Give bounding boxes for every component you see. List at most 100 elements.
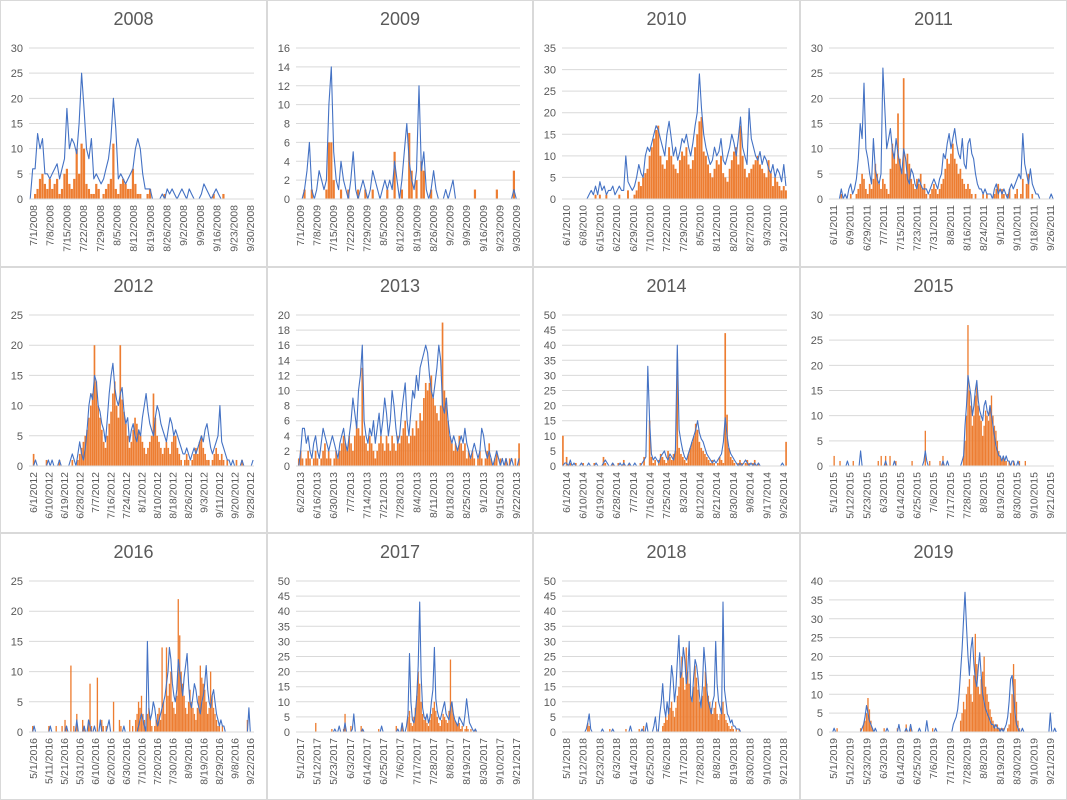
bar <box>479 450 481 466</box>
bar <box>684 689 686 732</box>
y-tick-label: 15 <box>11 370 23 382</box>
bar <box>449 435 451 466</box>
bar <box>458 435 461 466</box>
bar <box>674 168 677 199</box>
x-tick-label: 6/14/2017 <box>361 738 373 785</box>
bar <box>464 728 466 732</box>
bar <box>215 719 218 732</box>
x-tick-label: 6/8/2010 <box>578 205 590 246</box>
bar <box>731 725 733 732</box>
bar <box>143 447 146 466</box>
y-tick-label: 5 <box>817 169 823 181</box>
bar <box>722 701 724 732</box>
bar <box>617 462 620 466</box>
bar <box>654 459 656 466</box>
bar <box>112 701 115 732</box>
bar <box>575 462 577 466</box>
x-tick-label: 7/31/2011 <box>928 205 940 251</box>
bar <box>386 189 389 199</box>
bar <box>605 194 608 199</box>
bar <box>650 147 653 199</box>
bar <box>163 193 166 199</box>
bar <box>204 689 206 732</box>
bar <box>462 450 464 466</box>
bar <box>408 443 410 466</box>
bar <box>452 450 455 466</box>
bar <box>409 435 412 466</box>
bar <box>729 456 732 466</box>
bar <box>370 443 373 466</box>
bar <box>361 367 364 466</box>
bar <box>65 725 68 732</box>
y-tick-label: 50 <box>544 310 556 322</box>
bar <box>402 428 405 466</box>
bar <box>460 728 462 732</box>
bar <box>46 188 49 199</box>
bar <box>672 164 675 199</box>
bar <box>443 716 446 732</box>
bar <box>150 435 153 466</box>
bar <box>602 456 605 466</box>
bar <box>674 450 677 466</box>
bar <box>683 459 686 466</box>
bar <box>120 725 122 732</box>
x-tick-label: 6/25/2015 <box>911 472 923 519</box>
bar <box>182 683 184 732</box>
bar <box>208 707 210 732</box>
bar <box>435 710 437 732</box>
bar <box>196 453 199 466</box>
bar <box>183 695 185 732</box>
bar <box>134 183 137 199</box>
bar <box>327 450 330 466</box>
bar <box>940 183 943 199</box>
bar <box>663 722 665 732</box>
bar <box>889 168 892 199</box>
chart-title: 2010 <box>646 9 687 29</box>
bar <box>34 193 37 199</box>
bar <box>309 458 311 466</box>
x-tick-label: 8/11/2013 <box>428 472 440 518</box>
x-tick-label: 8/1/2012 <box>137 472 149 513</box>
bar <box>939 460 941 466</box>
bar <box>720 155 722 199</box>
bar <box>692 686 695 732</box>
bar <box>167 447 170 466</box>
bar <box>693 435 695 466</box>
bar <box>331 728 333 732</box>
bar <box>911 460 913 466</box>
bar <box>709 701 711 732</box>
bar <box>1020 193 1022 199</box>
bar <box>448 710 450 732</box>
bar <box>959 168 962 199</box>
y-tick-label: 10 <box>11 401 23 413</box>
bar <box>717 719 720 732</box>
y-tick-label: 15 <box>811 386 823 398</box>
bar <box>416 695 418 732</box>
bar <box>393 151 396 199</box>
bar <box>180 671 182 732</box>
bar <box>314 450 317 466</box>
y-tick-label: 10 <box>811 411 823 423</box>
bar <box>989 405 991 466</box>
y-tick-label: 4 <box>284 156 290 168</box>
bar <box>696 134 699 199</box>
bar <box>107 183 110 199</box>
y-tick-label: 6 <box>284 416 290 428</box>
y-tick-label: 0 <box>17 461 23 473</box>
x-tick-label: 7/15/2008 <box>61 205 73 252</box>
y-tick-label: 25 <box>278 652 290 664</box>
bar <box>195 447 197 466</box>
y-tick-label: 20 <box>278 667 290 679</box>
x-tick-label: 9/8/2016 <box>230 738 242 779</box>
bar <box>743 168 746 199</box>
y-tick-label: 0 <box>17 194 23 206</box>
bar <box>670 155 673 199</box>
bar <box>1021 178 1024 199</box>
series-line <box>29 640 254 733</box>
bar <box>998 450 1000 466</box>
bar <box>395 725 397 732</box>
bar <box>702 450 704 466</box>
bar <box>704 155 707 199</box>
bar <box>420 701 422 732</box>
bar <box>148 441 151 466</box>
